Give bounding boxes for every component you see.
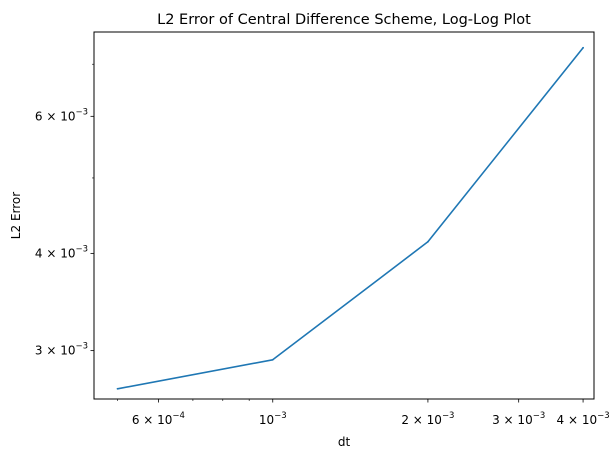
series-line <box>116 46 584 390</box>
x-axis-ticks: 6 × 10−4 10−3 2 × 10−3 3 × 10−3 4 × 10−3 <box>117 399 610 427</box>
x-tick-label-exponent: −4 <box>172 411 185 421</box>
x-tick-label: 2 × 10−3 <box>401 411 454 427</box>
y-tick-label: 6 × 10−3 <box>35 107 88 123</box>
x-tick-label-base: 10 <box>259 413 274 427</box>
y-tick-label: 4 × 10−3 <box>35 244 88 260</box>
data-point <box>582 46 584 49</box>
x-tick-label-exponent: −3 <box>533 411 546 421</box>
data-point <box>427 240 429 243</box>
y-tick-label-exponent: −3 <box>75 244 88 254</box>
x-tick-label: 3 × 10−3 <box>492 411 545 427</box>
x-tick-label-base: 6 × 10 <box>132 413 173 427</box>
data-point <box>116 387 119 390</box>
y-axis-ticks: 3 × 10−34 × 10−36 × 10−3 <box>35 63 94 358</box>
x-tick-label-exponent: −3 <box>274 411 287 421</box>
x-tick-label: 4 × 10−3 <box>557 411 610 427</box>
y-tick-label-base: 6 × 10 <box>35 109 76 123</box>
x-tick-label-exponent: −3 <box>597 411 610 421</box>
chart-title: L2 Error of Central Difference Scheme, L… <box>157 12 531 28</box>
y-tick-label: 3 × 10−3 <box>35 342 88 358</box>
x-tick-label: 10−3 <box>259 411 287 427</box>
y-tick-label-exponent: −3 <box>75 342 88 352</box>
x-tick-label-base: 3 × 10 <box>492 413 533 427</box>
data-point <box>271 358 274 361</box>
x-tick-label-exponent: −3 <box>442 411 455 421</box>
y-tick-label-exponent: −3 <box>75 107 88 117</box>
y-tick-label-base: 3 × 10 <box>35 344 76 358</box>
y-axis-label: L2 Error <box>9 192 23 239</box>
x-tick-label-base: 2 × 10 <box>401 413 442 427</box>
y-tick-label-base: 4 × 10 <box>35 246 76 260</box>
x-tick-label-base: 4 × 10 <box>557 413 598 427</box>
series-layer <box>116 46 584 390</box>
x-axis-label: dt <box>338 435 351 449</box>
plot-frame <box>93 31 595 400</box>
x-tick-label: 6 × 10−4 <box>132 411 185 427</box>
